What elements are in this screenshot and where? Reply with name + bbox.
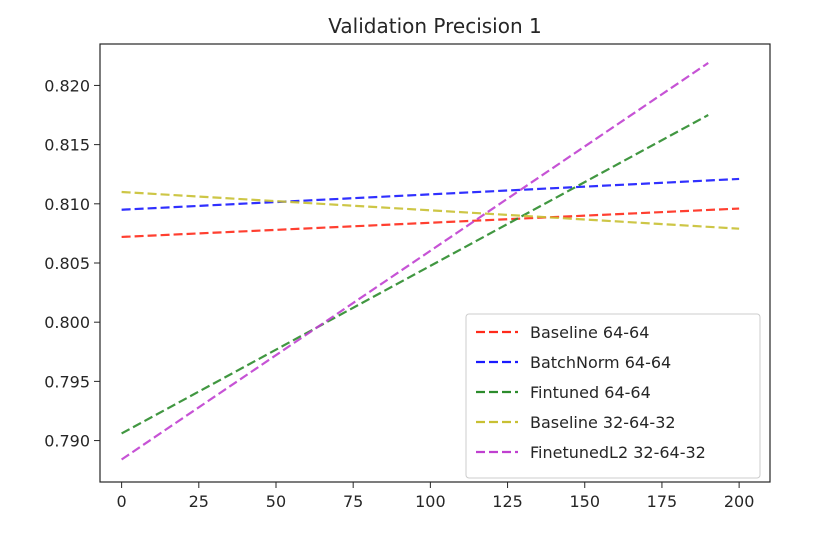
y-tick-label: 0.815 — [44, 136, 90, 155]
legend-label: Baseline 64-64 — [530, 323, 649, 342]
series-line-2 — [121, 177, 740, 211]
y-tick-label: 0.805 — [44, 254, 90, 273]
x-tick-label: 200 — [724, 492, 755, 511]
chart-title: Validation Precision 1 — [328, 14, 541, 38]
y-tick-label: 0.790 — [44, 432, 90, 451]
y-tick-label: 0.800 — [44, 313, 90, 332]
series-line-5 — [120, 62, 709, 461]
x-tick-label: 25 — [189, 492, 209, 511]
legend-box — [465, 313, 761, 479]
x-tick-label: 125 — [492, 492, 523, 511]
series-lines — [120, 62, 740, 461]
legend-label: FinetunedL2 32-64-32 — [530, 443, 706, 462]
x-tick-label: 150 — [569, 492, 600, 511]
legend-label: Baseline 32-64-32 — [530, 413, 676, 432]
series-line-1 — [121, 207, 740, 239]
series-line-4 — [121, 190, 740, 230]
x-tick-label: 100 — [415, 492, 446, 511]
x-tick-label: 0 — [117, 492, 127, 511]
series-line-3 — [121, 114, 709, 435]
x-tick-label: 75 — [343, 492, 363, 511]
legend-label: BatchNorm 64-64 — [530, 353, 671, 372]
x-tick-label: 175 — [647, 492, 678, 511]
x-tick-label: 50 — [266, 492, 286, 511]
axes: 0 25 50 75 100 125 150 175 200 0.790 0.795 0.800 0.8… — [44, 76, 754, 511]
y-tick-label: 0.795 — [44, 372, 90, 391]
legend: Baseline 64-64 BatchNorm 64-64 Fintuned 64… — [465, 313, 761, 479]
y-tick-label: 0.820 — [44, 76, 90, 95]
y-tick-label: 0.810 — [44, 195, 90, 214]
legend-label: Fintuned 64-64 — [530, 383, 651, 402]
